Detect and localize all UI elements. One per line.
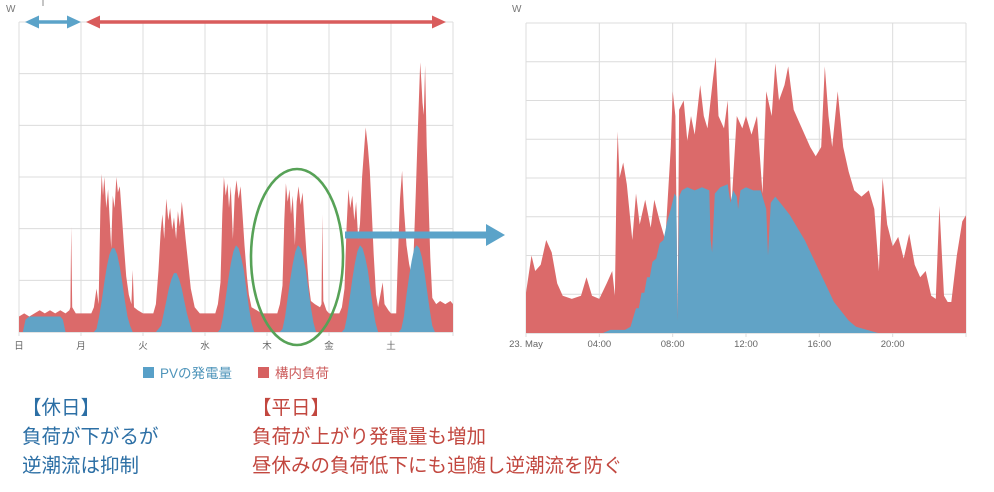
x-tick-label: 木 bbox=[262, 341, 272, 352]
right-chart-y-axis-unit: W bbox=[512, 4, 522, 15]
load-series-label: 構内負荷 bbox=[275, 366, 329, 381]
x-tick-label: 土 bbox=[386, 341, 396, 352]
weekly-area-chart bbox=[18, 21, 454, 336]
x-tick-label: 日 bbox=[14, 341, 24, 352]
holiday-note-title: 【休日】 bbox=[22, 397, 101, 419]
x-tick-label: 12:00 bbox=[734, 339, 758, 350]
weekday-note: 【平日】 負荷が上がり発電量も増加 昼休みの負荷低下にも追随し逆潮流を防ぐ bbox=[252, 394, 623, 481]
pv-series-swatch bbox=[142, 366, 154, 378]
x-tick-label: 23. May bbox=[509, 339, 543, 350]
x-tick-label: 04:00 bbox=[587, 339, 612, 350]
weekday-note-title: 【平日】 bbox=[252, 397, 331, 419]
x-tick-label: 08:00 bbox=[660, 339, 685, 350]
x-tick-label: 20:00 bbox=[880, 339, 905, 350]
x-tick-label: 金 bbox=[324, 341, 334, 352]
daily-area-chart bbox=[525, 22, 967, 337]
x-tick-label: 水 bbox=[200, 341, 210, 352]
area-series-PVの発電量 bbox=[526, 184, 966, 333]
load-series-swatch bbox=[258, 366, 269, 378]
weekday-note-line: 負荷が上がり発電量も増加 bbox=[252, 426, 487, 448]
area-series-構内負荷 bbox=[19, 62, 453, 333]
legend: PVの発電量 構内負荷 bbox=[19, 362, 453, 382]
legend-item-pv: PVの発電量 bbox=[142, 362, 232, 382]
area-series-PVの発電量 bbox=[19, 245, 453, 332]
x-tick-label: 月 bbox=[76, 341, 86, 352]
x-tick-label: 火 bbox=[138, 341, 148, 352]
top-edge-tick bbox=[42, 0, 44, 6]
holiday-note-line: 負荷が下がるが bbox=[22, 426, 159, 448]
pv-series-label: PVの発電量 bbox=[159, 366, 232, 381]
legend-item-load: 構内負荷 bbox=[258, 362, 329, 382]
x-tick-label: 16:00 bbox=[807, 339, 832, 350]
weekday-note-line: 昼休みの負荷低下にも追随し逆潮流を防ぐ bbox=[252, 455, 623, 477]
holiday-note-line: 逆潮流は抑制 bbox=[22, 455, 140, 477]
left-chart-y-axis-unit: W bbox=[6, 4, 16, 15]
holiday-note: 【休日】 負荷が下がるが 逆潮流は抑制 bbox=[22, 394, 159, 481]
